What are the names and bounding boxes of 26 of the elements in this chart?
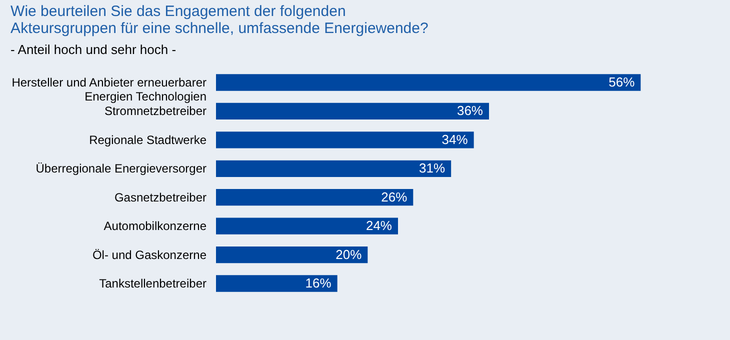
data-label: 56% bbox=[608, 74, 636, 90]
data-label: 36% bbox=[456, 103, 484, 118]
data-label: 26% bbox=[381, 189, 408, 204]
bar bbox=[216, 189, 414, 206]
y-tick-label: Überregionale Energieversorger bbox=[36, 162, 206, 176]
data-label: 34% bbox=[442, 132, 468, 147]
data-label: 16% bbox=[305, 275, 332, 290]
bar bbox=[216, 74, 641, 91]
data-label: 31% bbox=[419, 160, 446, 176]
y-tick-label: Tankstellenbetreiber bbox=[99, 276, 206, 290]
text: - Anteil hoch und sehr hoch - bbox=[10, 42, 176, 57]
data-label: 20% bbox=[336, 246, 362, 262]
y-tick-label: Automobilkonzerne bbox=[104, 219, 207, 234]
bar bbox=[216, 160, 452, 177]
bar bbox=[216, 218, 398, 234]
y-tick-label: Hersteller und Anbieter erneuerbarer Energien Technologien bbox=[12, 76, 206, 104]
y-tick-label: Öl- und Gaskonzerne bbox=[92, 248, 207, 262]
y-tick-label: Regionale Stadtwerke bbox=[89, 132, 207, 147]
y-tick-label: Gasnetzbetreiber bbox=[114, 190, 206, 204]
chart-title: Wie beurteilen Sie das Engagement der folgenden Akteursgruppen für eine schnelle, umfassende Energiewende? bbox=[10, 3, 428, 37]
data-label: 24% bbox=[366, 218, 392, 234]
y-tick-label: Stromnetzbetreiber bbox=[104, 104, 207, 118]
bar bbox=[216, 246, 368, 264]
bar bbox=[216, 102, 489, 120]
bar bbox=[216, 132, 474, 148]
bar bbox=[216, 275, 338, 292]
